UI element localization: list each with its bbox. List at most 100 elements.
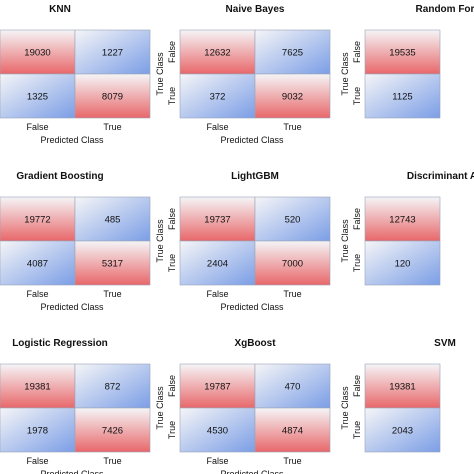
confusion-matrix-panel: Naive Bayes 12632 7625 372 9032 False True Pred… <box>155 4 331 145</box>
cell-value-label: 872 <box>105 382 121 393</box>
y-tick-label: True <box>167 254 177 272</box>
y-tick-label: False <box>352 208 362 230</box>
confusion-matrix-panel: KNN 19030 1227 1325 8079 False True Predicted C… <box>0 4 151 145</box>
matrix-cell <box>254 196 331 242</box>
confusion-matrix-panel: Gradient Boosting 19772 485 4087 5317 False Tr… <box>0 171 151 312</box>
x-tick-label: True <box>103 122 121 132</box>
matrix-cell <box>74 363 151 409</box>
matrix-cell <box>74 29 151 75</box>
x-axis-label: Predicted Class <box>40 302 104 312</box>
y-tick-label: False <box>352 375 362 397</box>
cell-value-label: 120 <box>395 259 411 270</box>
y-tick-label: True <box>352 87 362 105</box>
matrix-cell <box>179 29 256 75</box>
y-axis-label: True Class <box>340 52 350 96</box>
panel-title: Discriminant An <box>407 171 474 182</box>
matrix-cell <box>254 29 331 75</box>
x-tick-label: True <box>283 122 301 132</box>
matrix-cell <box>0 407 76 453</box>
x-axis-label: Predicted Class <box>40 469 104 474</box>
y-axis-label: True Class <box>155 386 165 430</box>
cell-value-label: 7000 <box>282 259 303 270</box>
matrix-cell <box>364 29 441 75</box>
cell-value-label: 19772 <box>24 215 50 226</box>
cell-value-label: 19787 <box>204 382 230 393</box>
matrix-cell <box>179 407 256 453</box>
matrix-cell <box>364 240 441 286</box>
matrix-cell <box>74 73 151 119</box>
cell-value-label: 19381 <box>389 382 415 393</box>
matrix-cell <box>74 407 151 453</box>
matrix-cell <box>74 196 151 242</box>
cell-value-label: 19381 <box>24 382 50 393</box>
matrix-cell <box>254 73 331 119</box>
confusion-matrix-panel: XgBoost 19787 470 4530 4874 False True Predicte… <box>155 338 331 474</box>
x-tick-label: True <box>283 456 301 466</box>
x-tick-label: True <box>103 289 121 299</box>
y-tick-label: True <box>167 87 177 105</box>
y-tick-label: True <box>352 254 362 272</box>
matrix-cell <box>364 407 441 453</box>
matrix-cell <box>179 363 256 409</box>
cell-value-label: 7426 <box>102 426 123 437</box>
matrix-cell <box>364 196 441 242</box>
y-tick-label: False <box>167 41 177 63</box>
confusion-matrix-panel: Logistic Regression 19381 872 1978 7426 False… <box>0 338 151 474</box>
y-tick-label: False <box>167 375 177 397</box>
cell-value-label: 9032 <box>282 92 303 103</box>
x-tick-label: False <box>206 122 228 132</box>
cell-value-label: 4530 <box>207 426 228 437</box>
x-tick-label: False <box>206 456 228 466</box>
cell-value-label: 1227 <box>102 48 123 59</box>
y-axis-label: True Class <box>340 219 350 263</box>
y-axis-label: True Class <box>155 52 165 96</box>
matrix-cell <box>179 240 256 286</box>
cell-value-label: 485 <box>105 215 121 226</box>
matrix-cell <box>254 407 331 453</box>
cell-value-label: 1978 <box>27 426 48 437</box>
x-tick-label: False <box>206 289 228 299</box>
cell-value-label: 12632 <box>204 48 230 59</box>
y-axis-label: True Class <box>155 219 165 263</box>
x-axis-label: Predicted Class <box>220 135 284 145</box>
cell-value-label: 19737 <box>204 215 230 226</box>
matrix-cell <box>254 363 331 409</box>
cell-value-label: 1325 <box>27 92 48 103</box>
cell-value-label: 19535 <box>389 48 415 59</box>
matrix-cell <box>364 73 441 119</box>
x-tick-label: False <box>26 289 48 299</box>
panel-title: Random For <box>416 4 474 15</box>
panel-title: Logistic Regression <box>12 338 108 349</box>
cell-value-label: 8079 <box>102 92 123 103</box>
x-tick-label: False <box>26 456 48 466</box>
y-tick-label: True <box>352 421 362 439</box>
confusion-matrix-panel: LightGBM 19737 520 2404 7000 False True Predict… <box>155 171 331 312</box>
matrix-cell <box>74 240 151 286</box>
matrix-cell <box>0 73 76 119</box>
cell-value-label: 12743 <box>389 215 415 226</box>
y-tick-label: True <box>167 421 177 439</box>
x-axis-label: Predicted Class <box>220 469 284 474</box>
panel-title: LightGBM <box>231 171 279 182</box>
cell-value-label: 5317 <box>102 259 123 270</box>
cell-value-label: 372 <box>210 92 226 103</box>
matrix-cell <box>0 29 76 75</box>
cell-value-label: 7625 <box>282 48 303 59</box>
cell-value-label: 4087 <box>27 259 48 270</box>
x-axis-label: Predicted Class <box>40 135 104 145</box>
x-tick-label: False <box>26 122 48 132</box>
matrix-cell <box>179 196 256 242</box>
panel-title: XgBoost <box>234 338 276 349</box>
x-axis-label: Predicted Class <box>220 302 284 312</box>
cell-value-label: 520 <box>285 215 301 226</box>
cell-value-label: 1125 <box>392 92 412 103</box>
y-axis-label: True Class <box>340 386 350 430</box>
cell-value-label: 2043 <box>392 426 413 437</box>
matrix-cell <box>254 240 331 286</box>
y-tick-label: False <box>167 208 177 230</box>
y-tick-label: False <box>352 41 362 63</box>
